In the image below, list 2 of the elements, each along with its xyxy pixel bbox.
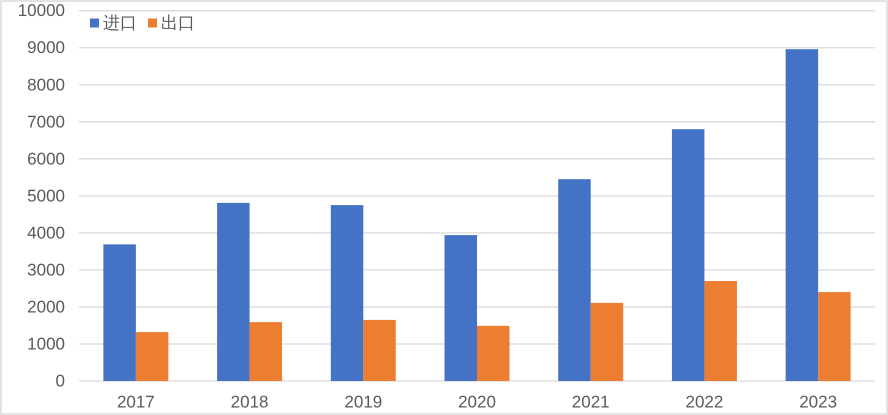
- legend-label: 出口: [161, 14, 195, 32]
- legend-label: 进口: [103, 14, 137, 32]
